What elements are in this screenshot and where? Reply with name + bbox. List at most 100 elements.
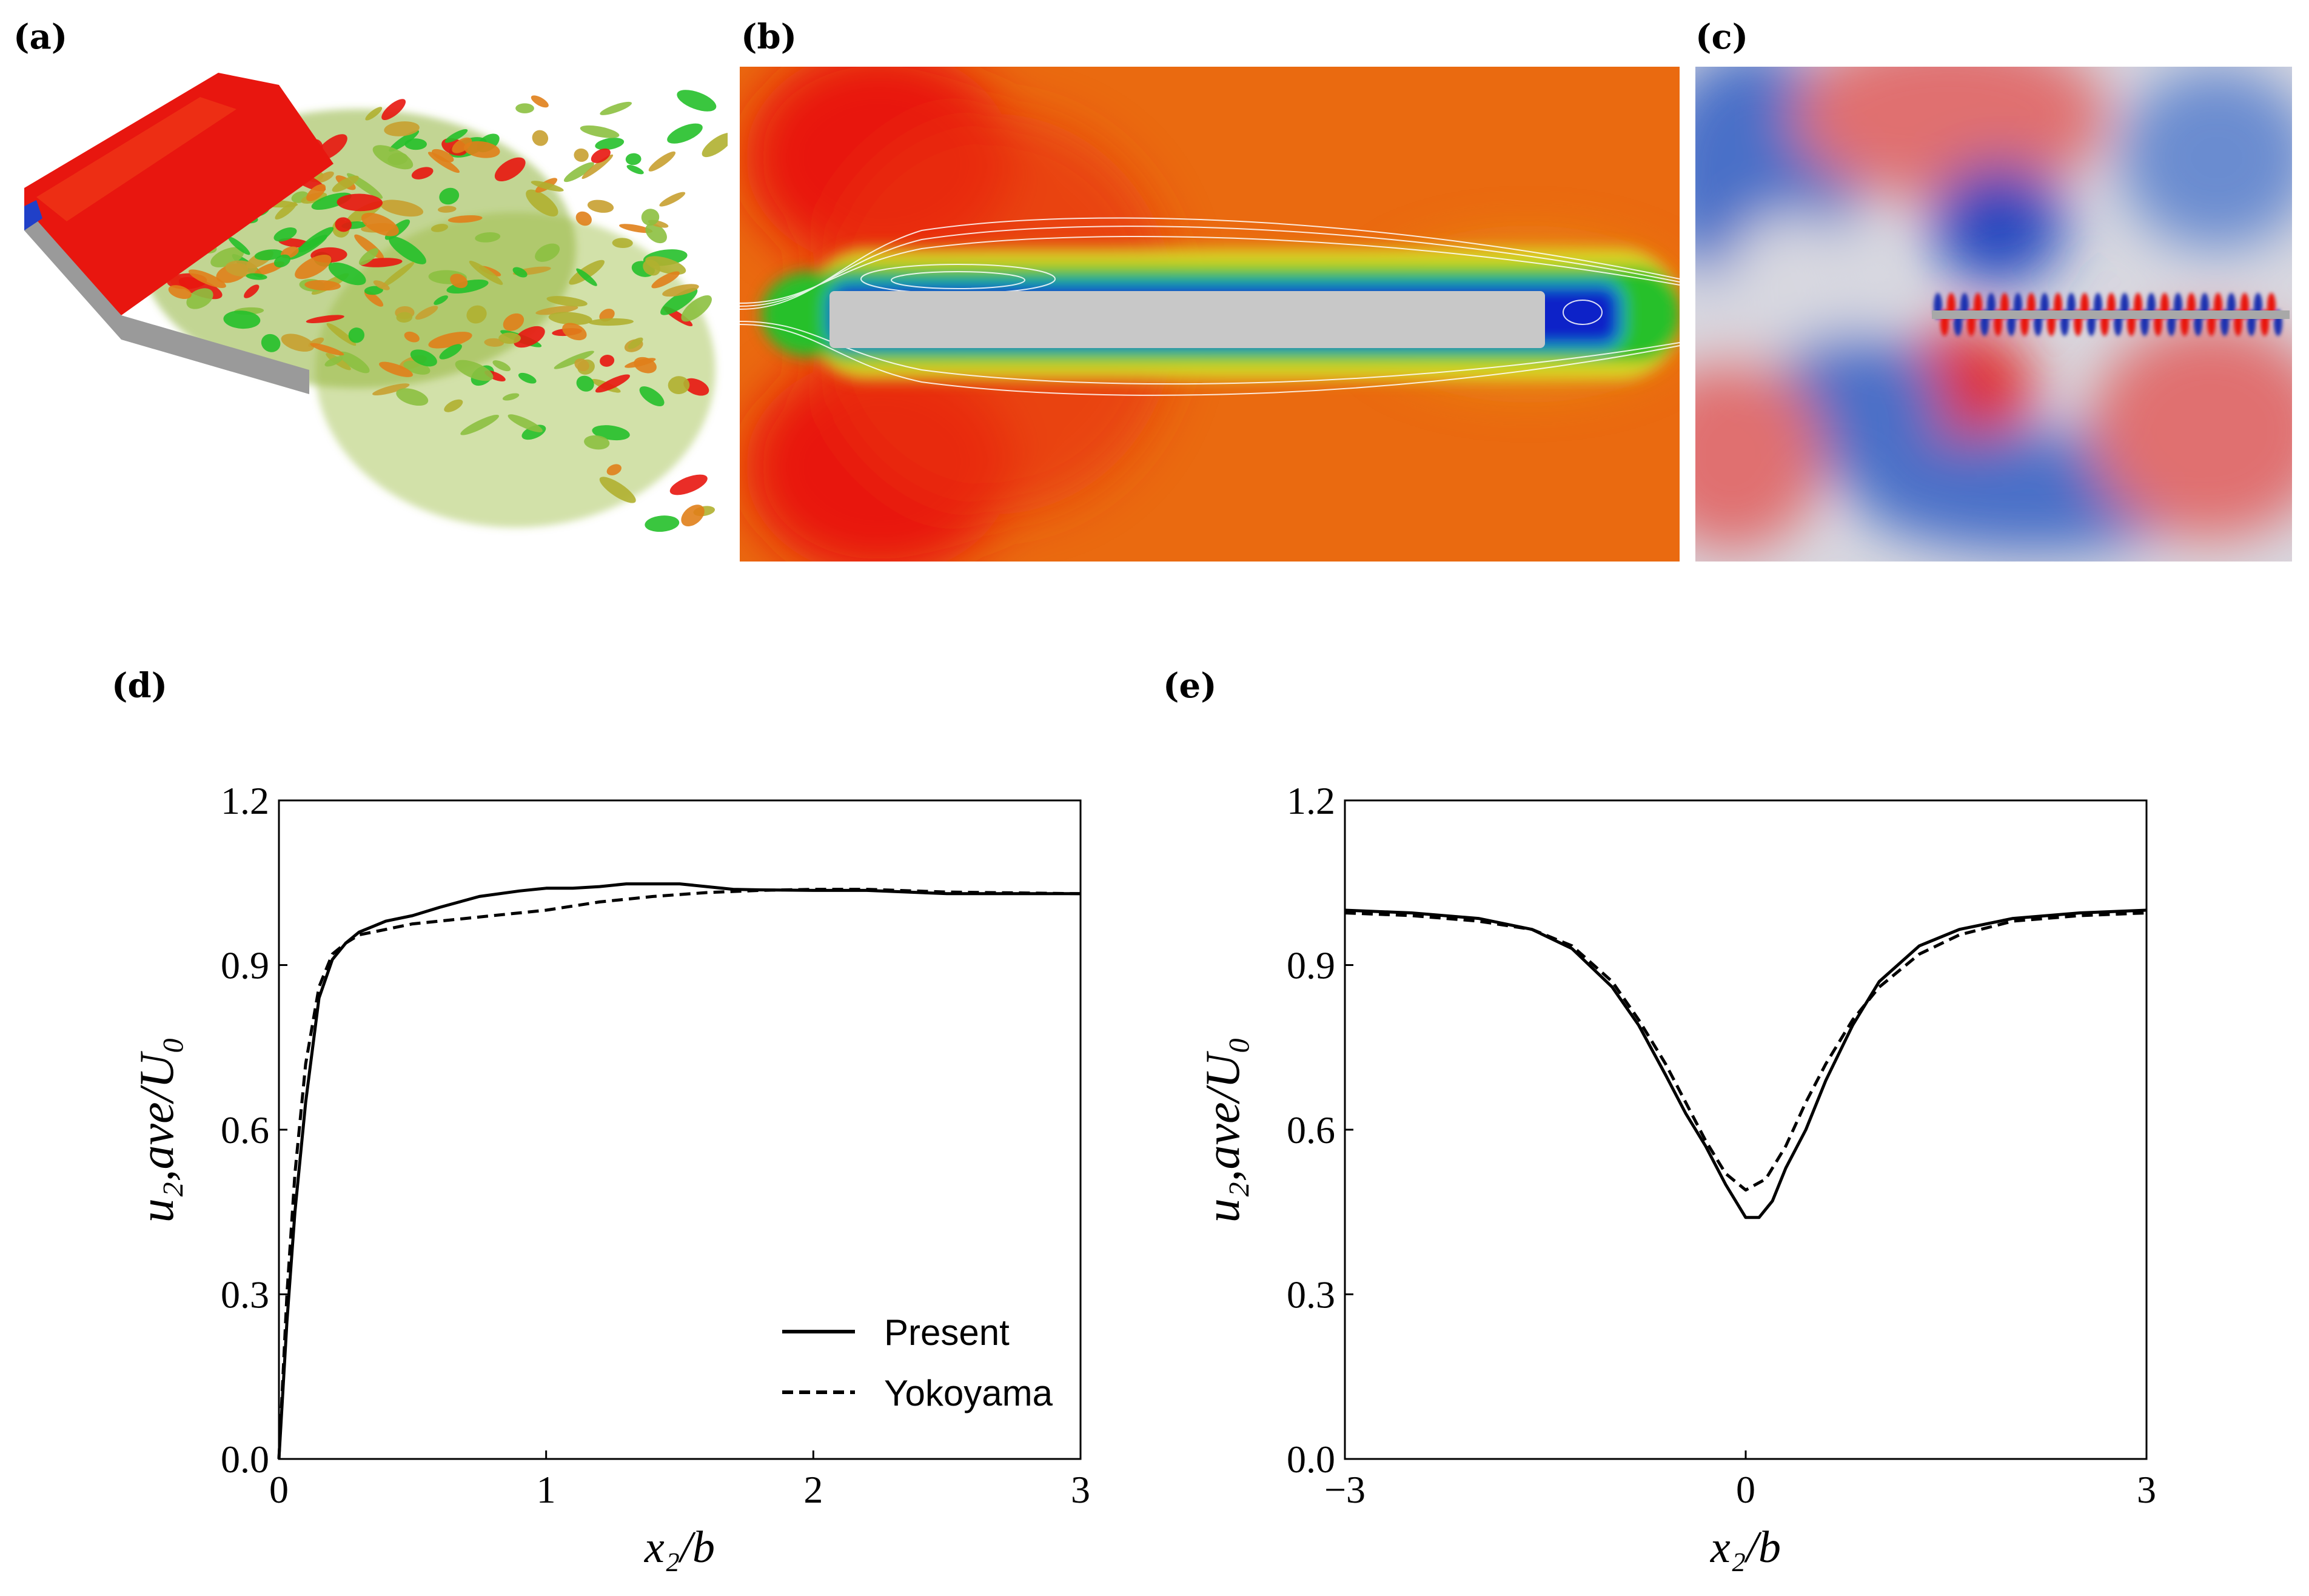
vortex-blob [574, 148, 589, 162]
chart-e: −3 0 3 0.0 0.3 0.6 0.9 1.2 x₂/b u₂,ave/U₀ [1196, 779, 2156, 1572]
vortex-blob [546, 296, 588, 307]
vortex-blob [411, 167, 434, 179]
vortex-blob [587, 200, 614, 213]
vortex-blob [535, 306, 578, 315]
vortex-blob [619, 224, 653, 233]
vortex-blob [437, 206, 457, 213]
plate-side [24, 206, 309, 394]
vortex-blob [660, 287, 698, 315]
vortex-blob [364, 286, 383, 295]
y-axis-label: u₂,ave/U₀ [1196, 1037, 1250, 1223]
acoustic-lobes [1695, 67, 2292, 552]
vortex-blob [306, 315, 344, 323]
vortex-blob [298, 227, 334, 253]
flow-contour-plot [740, 67, 1680, 562]
vortex-blob [588, 318, 634, 326]
vortex-blob [281, 334, 315, 352]
vortex-blob [223, 310, 261, 329]
vortex-blob [634, 357, 657, 374]
vortex-blob [612, 238, 633, 249]
vortex-blob [273, 227, 297, 242]
vortex-blob [681, 505, 705, 527]
plate-highlight [36, 97, 236, 221]
vortex-blob [186, 288, 213, 309]
y-tick-label: 0.0 [1287, 1438, 1335, 1481]
vortex-blob [681, 295, 712, 322]
panel-label-b: (b) [741, 17, 797, 57]
vortex-blob [404, 331, 420, 343]
plate-edge-blue [24, 200, 42, 230]
y-tick-label: 0.9 [221, 944, 269, 987]
series-line-present [1344, 908, 2147, 1219]
vortex-blob [600, 355, 615, 367]
vortex-blob [244, 284, 260, 298]
vortex-blob [311, 192, 352, 210]
vortex-blob [337, 193, 383, 212]
x-tick-label: −3 [1324, 1468, 1366, 1511]
x-tick-label: 3 [2137, 1468, 2156, 1511]
vortex-blob [415, 306, 438, 320]
x-tick-label: 2 [803, 1468, 823, 1511]
vortex-blob [455, 360, 494, 381]
vortex-blob [372, 383, 410, 395]
vortex-blob [535, 243, 560, 262]
vortex-blob [364, 290, 384, 307]
vortex-blob [365, 107, 383, 121]
pressure-contour-plot [1695, 67, 2292, 562]
vortex-blob [508, 414, 543, 432]
vortex-iso-surfaces [24, 73, 728, 532]
vortex-blob [641, 209, 660, 226]
vortex-blob [606, 464, 622, 475]
vortex-blob [339, 351, 370, 374]
streamlines [740, 217, 1680, 396]
vortex-blob [380, 200, 424, 217]
vortex-blob [591, 148, 611, 163]
vortex-blob [503, 313, 524, 331]
y-axis-label: u₂,ave/U₀ [130, 1037, 184, 1223]
vortex-blob [554, 350, 594, 369]
x-tick-label: 0 [269, 1468, 289, 1511]
vortex-blob [246, 273, 267, 280]
vortex-blob [439, 344, 462, 360]
vortex-blob [381, 261, 415, 288]
vortex-blob [444, 129, 468, 143]
vortex-blob [532, 130, 549, 146]
vortex-blob [348, 327, 365, 343]
vortex-blob [645, 256, 686, 275]
vortex-blob [648, 151, 676, 172]
vortex-blob [316, 171, 334, 183]
vortex-blob [599, 477, 636, 503]
vortex-blob [254, 249, 284, 261]
vortex-blob [626, 164, 644, 175]
vortex-blob [275, 202, 297, 220]
vortex-blob [384, 121, 420, 136]
vortex-blob [494, 157, 526, 182]
vortex-blob [668, 376, 690, 394]
y-tick-label: 0.3 [221, 1273, 269, 1316]
panel-label-c: (c) [1695, 17, 1749, 57]
vortex-blob [475, 232, 501, 243]
vortex-blob [463, 141, 500, 158]
vortex-blob [381, 99, 406, 120]
vortex-blob [452, 137, 472, 153]
vortex-blob [562, 323, 587, 341]
vortex-blob [372, 145, 414, 170]
vortex-blob [574, 358, 589, 372]
vortex-blob [683, 378, 709, 396]
vortex-blob [335, 217, 352, 232]
vortex-blob [531, 95, 549, 108]
x-axis-label: x₂/b [1710, 1523, 1781, 1572]
x-tick-label: 0 [1736, 1468, 1755, 1511]
vortex-blob [515, 103, 534, 113]
y-tick-label: 1.2 [1287, 779, 1335, 822]
vortex-blob [639, 386, 665, 406]
y-tick-label: 0.6 [221, 1108, 269, 1152]
vortex-blob [228, 236, 250, 255]
vortex-blob [428, 332, 472, 349]
vortex-blob [677, 90, 717, 112]
x-axis-label: x₂/b [644, 1523, 715, 1572]
vortex-blob [188, 269, 226, 289]
panel-label-e: (e) [1163, 666, 1217, 706]
vortex-blob [168, 285, 192, 300]
vortex-blob [512, 267, 528, 278]
